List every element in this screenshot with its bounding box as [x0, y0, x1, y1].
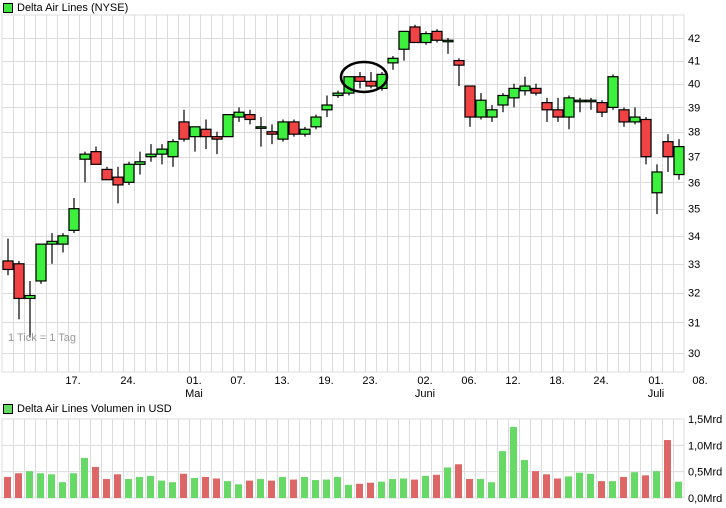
volume-legend-swatch [3, 404, 13, 414]
price-legend: Delta Air Lines (NYSE) [3, 2, 128, 14]
svg-text:35: 35 [688, 204, 700, 216]
svg-text:19.: 19. [318, 375, 333, 387]
svg-text:02.: 02. [417, 375, 432, 387]
svg-text:24.: 24. [593, 375, 608, 387]
svg-text:12.: 12. [505, 375, 520, 387]
svg-text:23.: 23. [362, 375, 377, 387]
svg-text:34: 34 [688, 231, 700, 243]
svg-text:01.: 01. [648, 375, 663, 387]
svg-text:Juli: Juli [648, 388, 665, 400]
volume-legend: Delta Air Lines Volumen in USD [3, 403, 172, 415]
candles [2, 24, 685, 338]
price-grid [1, 14, 685, 373]
svg-text:33: 33 [688, 259, 700, 271]
svg-text:24.: 24. [120, 375, 135, 387]
svg-text:0,0Mrd: 0,0Mrd [688, 493, 722, 505]
svg-text:17.: 17. [65, 375, 80, 387]
svg-text:40: 40 [688, 79, 700, 91]
svg-text:13.: 13. [274, 375, 289, 387]
svg-text:30: 30 [688, 348, 700, 360]
svg-text:0,5Mrd: 0,5Mrd [688, 467, 722, 479]
svg-text:07.: 07. [230, 375, 245, 387]
svg-text:32: 32 [688, 288, 700, 300]
svg-text:39: 39 [688, 102, 700, 114]
svg-text:38: 38 [688, 127, 700, 139]
svg-text:31: 31 [688, 317, 700, 329]
svg-text:37: 37 [688, 152, 700, 164]
svg-text:42: 42 [688, 33, 700, 45]
svg-text:08.: 08. [692, 375, 707, 387]
svg-text:06.: 06. [461, 375, 476, 387]
svg-text:36: 36 [688, 177, 700, 189]
svg-text:01.: 01. [186, 375, 201, 387]
highlight-circle [339, 60, 389, 94]
svg-text:41: 41 [688, 56, 700, 68]
tick-note: 1 Tick = 1 Tag [8, 332, 76, 344]
price-legend-swatch [3, 3, 13, 13]
svg-text:1,5Mrd: 1,5Mrd [688, 414, 722, 426]
svg-text:Juni: Juni [415, 388, 435, 400]
volume-grid [1, 418, 685, 499]
svg-text:1,0Mrd: 1,0Mrd [688, 440, 722, 452]
svg-text:18.: 18. [549, 375, 564, 387]
volume-bars [4, 426, 682, 498]
volume-legend-label: Delta Air Lines Volumen in USD [17, 403, 172, 415]
price-legend-label: Delta Air Lines (NYSE) [17, 2, 129, 14]
svg-text:Mai: Mai [185, 388, 203, 400]
